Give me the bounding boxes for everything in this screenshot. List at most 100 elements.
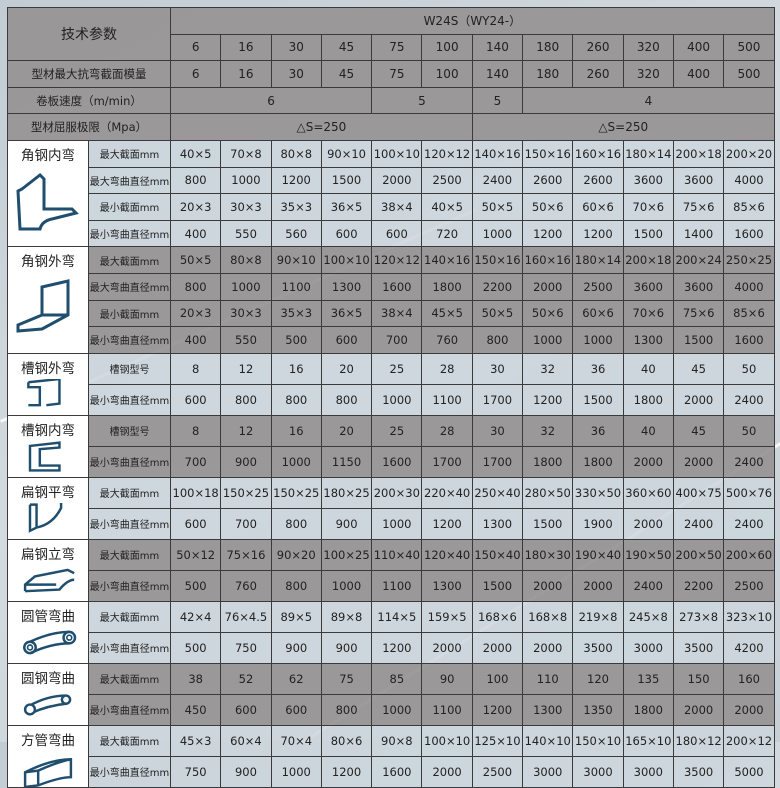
spec-value: 100×25 xyxy=(320,538,373,571)
spec-value: 36×5 xyxy=(320,193,373,221)
spec-value: 2500 xyxy=(471,755,524,788)
spec-value: 1000 xyxy=(220,272,272,301)
row-label: 最小弯曲直径mm xyxy=(88,693,171,726)
spec-value: 180×25 xyxy=(320,476,373,509)
spec-value: 2500 xyxy=(723,569,775,602)
spec-value: 2600 xyxy=(522,166,574,195)
spec-value: 250×25 xyxy=(723,246,775,274)
spec-value: 30×3 xyxy=(220,299,272,328)
row-label: 最大截面mm xyxy=(88,476,171,509)
spec-value: 1100 xyxy=(270,272,322,301)
row-label: 槽钢型号 xyxy=(88,352,171,385)
spec-value: 2400 xyxy=(672,507,725,540)
spec-value: 180×14 xyxy=(572,246,624,274)
spec-value: 1700 xyxy=(471,383,524,416)
row-label: 最小弯曲直径mm xyxy=(88,445,171,478)
modulus-value: 320 xyxy=(622,60,674,88)
spec-value: 32 xyxy=(522,414,574,447)
row-label: 最大弯曲直径mm xyxy=(88,166,171,195)
spec-value: 12 xyxy=(220,414,272,447)
spec-value: 140×10 xyxy=(522,724,574,757)
spec-value: 800 xyxy=(270,569,322,602)
spec-value: 900 xyxy=(270,631,322,664)
spec-value: 4000 xyxy=(723,166,775,195)
row-label: 最大截面mm xyxy=(88,662,171,695)
spec-value: 160×16 xyxy=(522,246,574,274)
spec-value: 2400 xyxy=(723,507,775,540)
spec-value: 3000 xyxy=(622,631,674,664)
spec-value: 720 xyxy=(421,219,473,248)
spec-value: 3600 xyxy=(622,272,674,301)
speed-value: 4 xyxy=(522,86,775,115)
row-label: 最大截面mm xyxy=(88,246,171,274)
group-cell: 扁钢平弯 xyxy=(7,476,89,540)
group-cell: 方管弯曲 xyxy=(7,724,89,788)
size-header: 100 xyxy=(421,33,473,62)
modulus-value: 500 xyxy=(723,60,775,88)
spec-value: 900 xyxy=(220,445,272,478)
spec-value: 1500 xyxy=(471,569,524,602)
row-label: 最小弯曲直径mm xyxy=(88,755,171,788)
spec-value: 1200 xyxy=(522,219,574,248)
spec-value: 45×3 xyxy=(169,724,222,757)
spec-value: 8 xyxy=(169,352,222,385)
spec-value: 1800 xyxy=(622,693,674,726)
group-name: 方管弯曲 xyxy=(21,732,75,749)
spec-value: 400×75 xyxy=(672,476,725,509)
spec-value: 1800 xyxy=(622,383,674,416)
modulus-value: 100 xyxy=(421,60,473,88)
table-row: 最小弯曲直径mm 600 700 800 900 1000 1200 1300 1500 1900… xyxy=(8,507,775,540)
row-label: 最大截面mm xyxy=(88,538,171,571)
spec-value: 50×12 xyxy=(169,538,222,571)
spec-value: 76×4.5 xyxy=(220,600,272,633)
spec-value: 60×6 xyxy=(572,299,624,328)
spec-value: 560 xyxy=(270,219,322,248)
group-name: 角钢内弯 xyxy=(21,147,75,164)
spec-value: 3000 xyxy=(522,755,574,788)
spec-value: 2400 xyxy=(622,569,674,602)
spec-value: 800 xyxy=(471,326,524,354)
spec-value: 2000 xyxy=(471,631,524,664)
spec-value: 200×24 xyxy=(672,246,725,274)
row-label: 最小弯曲直径mm xyxy=(88,631,171,664)
spec-value: 160×16 xyxy=(572,139,624,168)
spec-value: 2400 xyxy=(471,166,524,195)
row-label: 最小截面mm xyxy=(88,193,171,221)
row-label: 最小截面mm xyxy=(88,299,171,328)
spec-value: 760 xyxy=(421,326,473,354)
spec-value: 80×6 xyxy=(320,724,373,757)
spec-value: 800 xyxy=(270,507,322,540)
spec-value: 800 xyxy=(320,383,373,416)
spec-value: 600 xyxy=(169,507,222,540)
spec-value: 400 xyxy=(169,326,222,354)
spec-value: 1500 xyxy=(622,219,674,248)
table-row: 角钢外弯 最大截面mm 50×5 80×8 90×10 100×10 120×12 140×1… xyxy=(7,246,775,354)
spec-value: 1200 xyxy=(421,507,473,540)
spec-value: 70×4 xyxy=(270,724,322,757)
size-header: 75 xyxy=(371,33,423,62)
spec-value: 2000 xyxy=(522,272,574,301)
table-row: 最小截面mm 20×3 30×3 35×3 36×5 38×4 45×5 50×5 50×6 60… xyxy=(8,299,775,328)
group-name: 槽钢外弯 xyxy=(21,360,75,377)
spec-value: 60×4 xyxy=(220,724,272,757)
spec-value: 89×8 xyxy=(320,600,373,633)
round-bar-bend-icon xyxy=(9,689,88,725)
spec-value: 168×6 xyxy=(471,600,524,633)
spec-value: 168×8 xyxy=(522,600,574,633)
spec-value: 1100 xyxy=(421,383,473,416)
table-row: 最小弯曲直径mm 400 550 500 600 700 760 800 1000 1000 130… xyxy=(8,326,775,354)
table-row: 扁钢立弯 最大截面mm 50×12 75×16 90×20 100×25 110×40 120… xyxy=(7,538,775,602)
spec-value: 1300 xyxy=(522,693,574,726)
spec-value: 52 xyxy=(220,662,272,695)
table-row: 最小弯曲直径mm 700 900 1000 1150 1600 1700 1700 1800 18… xyxy=(8,445,775,478)
table-row: 最小弯曲直径mm 500 760 800 1000 1100 1300 1500 2000 200… xyxy=(8,569,775,602)
spec-value: 150×40 xyxy=(471,538,524,571)
spec-value: 600 xyxy=(270,693,322,726)
spec-value: 2000 xyxy=(672,693,725,726)
spec-value: 1100 xyxy=(421,693,473,726)
channel-outer-bend-icon xyxy=(9,378,88,415)
row-label: 最小弯曲直径mm xyxy=(88,569,171,602)
spec-value: 1500 xyxy=(672,326,725,354)
spec-value: 125×10 xyxy=(471,724,524,757)
angle-outer-bend-icon xyxy=(9,272,88,344)
